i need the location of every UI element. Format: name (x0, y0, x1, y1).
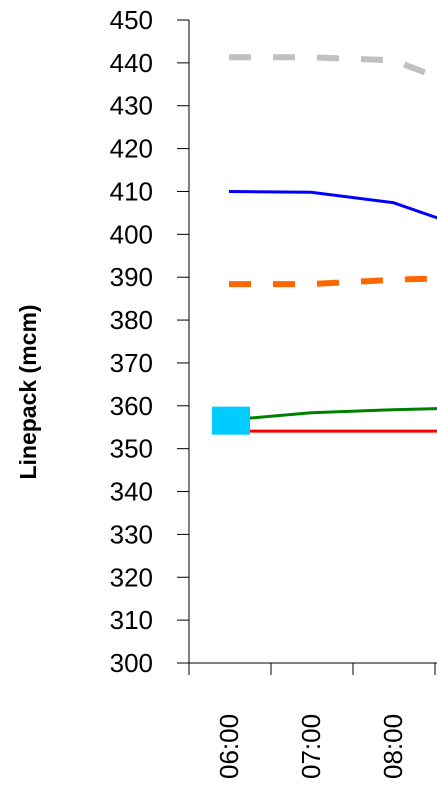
y-tick-label: 340 (110, 477, 153, 507)
data-marker (212, 406, 250, 435)
y-tick-label: 300 (110, 648, 153, 678)
y-tick-label: 430 (110, 91, 153, 121)
series-layer (212, 54, 437, 435)
y-tick-label: 400 (110, 219, 153, 249)
y-tick-label: 380 (110, 305, 153, 335)
x-tick-label: 07:00 (296, 714, 326, 779)
y-tick-label: 370 (110, 348, 153, 378)
y-tick-label: 360 (110, 391, 153, 421)
y-tick-label: 320 (110, 562, 153, 592)
y-axis-label: Linepack (mcm) (15, 304, 41, 479)
y-tick-label: 420 (110, 134, 153, 164)
x-tick-label: 06:00 (214, 714, 244, 779)
y-tick-label: 440 (110, 48, 153, 78)
series-line-1 (228, 190, 437, 220)
series-line-3 (228, 407, 437, 422)
y-tick-label: 330 (110, 519, 153, 549)
y-tick-label: 450 (110, 5, 153, 35)
y-tick-label: 390 (110, 262, 153, 292)
series-line-0 (229, 54, 437, 81)
axis-layer: 300 310 320 330 340 350 360 370 380 390 400 410 420 4… (110, 5, 437, 779)
y-tick-label: 310 (110, 605, 153, 635)
x-tick-label: 08:00 (378, 714, 408, 779)
y-tick-label: 410 (110, 176, 153, 206)
y-tick-label: 350 (110, 434, 153, 464)
series-line-2 (229, 275, 437, 288)
